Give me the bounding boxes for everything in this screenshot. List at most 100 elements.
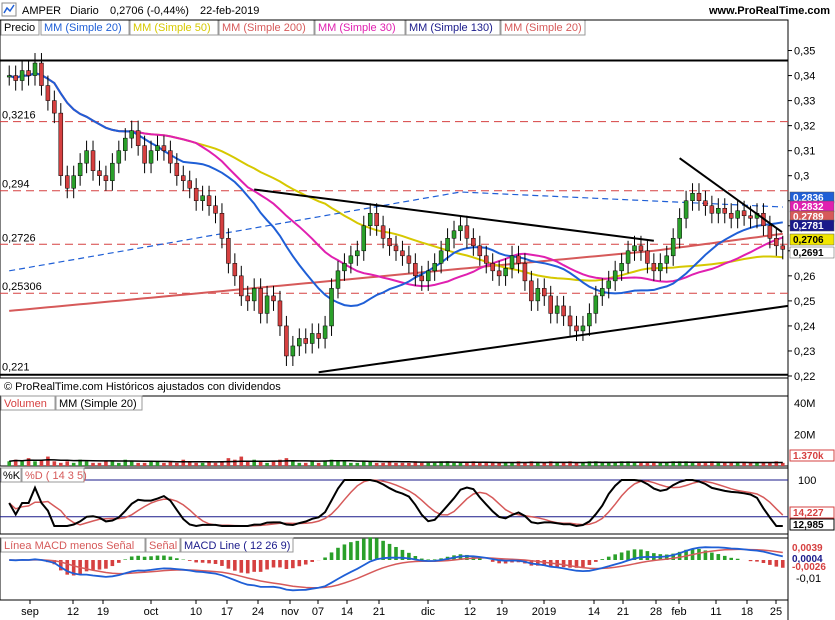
- macd-hist-bar: [110, 560, 115, 567]
- candle: [329, 288, 334, 327]
- volume-bar: [297, 462, 302, 466]
- macd-hist-bar: [104, 560, 108, 569]
- candle: [45, 85, 51, 101]
- price-badge-label: 0,2691: [793, 248, 824, 259]
- macd-hist-bar: [465, 554, 469, 560]
- volume-bar: [684, 461, 688, 466]
- price-tick-label: 0,34: [794, 71, 815, 83]
- candle: [342, 263, 347, 272]
- volume-bar: [581, 462, 585, 466]
- price-tick-label: 0,23: [794, 346, 815, 358]
- macd-hist-bar: [71, 560, 76, 576]
- volume-tick-label: 20M: [794, 430, 815, 442]
- macd-signal-line: [9, 548, 783, 589]
- volume-bar: [71, 462, 76, 466]
- header: AMPER Diario 0,2706 (-0,44%) 22-feb-2019…: [0, 0, 835, 20]
- volume-bar: [432, 462, 437, 466]
- candle: [58, 112, 64, 176]
- volume-bar: [291, 461, 295, 466]
- price-tick-label: 0,31: [794, 146, 815, 158]
- candle: [413, 263, 418, 277]
- volume-bar: [78, 459, 82, 466]
- legend-item-label: MM (Simple 20): [44, 22, 122, 34]
- volume-bar: [175, 462, 179, 466]
- volume-bar: [20, 461, 24, 466]
- macd-hist-bar: [677, 551, 682, 560]
- candle: [355, 250, 360, 257]
- macd-hist-bar: [645, 551, 650, 560]
- macd-hist-bar: [355, 540, 360, 560]
- macd-hist-bar: [626, 550, 630, 560]
- candle: [548, 295, 553, 314]
- volume-bar: [355, 462, 360, 466]
- macd-hist-bar: [394, 546, 398, 560]
- volume-bar: [652, 462, 656, 466]
- macd-hist-bar: [374, 538, 379, 560]
- ma200-line: [9, 232, 783, 312]
- volume-bar: [187, 461, 192, 466]
- volume-bar: [510, 462, 514, 466]
- macd-hist-bar: [780, 560, 785, 568]
- volume-bar: [697, 462, 701, 466]
- volume-bar: [123, 459, 128, 466]
- candle: [612, 270, 618, 282]
- candle: [625, 250, 631, 264]
- macd-hist-label: Línea MACD menos Señal: [4, 540, 134, 552]
- macd-frame: [0, 537, 789, 601]
- x-tick-label: 17: [221, 606, 233, 618]
- x-tick-label: nov: [281, 606, 299, 618]
- volume-bar: [207, 461, 211, 466]
- candle: [322, 325, 328, 339]
- candle: [77, 162, 83, 176]
- volume-bar: [200, 462, 205, 466]
- macd-signal-label: Señal: [149, 540, 177, 552]
- candle: [425, 270, 431, 282]
- macd-hist-bar: [239, 560, 244, 573]
- macd-hist-bar: [361, 538, 366, 560]
- macd-hist-bar: [432, 559, 437, 560]
- volume-bar: [400, 462, 405, 466]
- macd-hist-bar: [142, 556, 147, 560]
- macd-hist-bar: [284, 560, 289, 569]
- candle: [387, 238, 392, 247]
- macd-hist-bar: [600, 559, 605, 560]
- stoch-badge: [789, 518, 835, 531]
- macd-hist-bar: [175, 558, 179, 560]
- macd-hist-bar: [722, 555, 727, 560]
- volume-bar: [303, 462, 308, 466]
- volume-bar: [278, 459, 282, 466]
- volume-bar: [613, 462, 617, 466]
- candle: [6, 75, 12, 78]
- volume-bar: [155, 461, 160, 466]
- macd-hist-bar: [503, 560, 508, 564]
- candle: [39, 62, 44, 86]
- candle: [155, 145, 160, 151]
- candle: [516, 255, 521, 264]
- candle: [542, 288, 547, 297]
- macd-hist-bar: [226, 560, 231, 569]
- candle: [677, 218, 682, 239]
- candle: [303, 338, 309, 344]
- volume-bar: [52, 461, 57, 466]
- volume-bar: [419, 462, 424, 466]
- legend-item-label: MM (Simple 30): [318, 22, 396, 34]
- date: 22-feb-2019: [200, 5, 259, 17]
- price-tick-label: 0,25: [794, 296, 815, 308]
- macd-hist-bar: [323, 557, 327, 560]
- volume-bar: [413, 461, 418, 466]
- chart-icon-line: [3, 4, 15, 14]
- candle: [335, 270, 341, 289]
- candle: [406, 255, 412, 264]
- macd-hist-bar: [387, 543, 392, 560]
- macd-hist-bar: [729, 557, 734, 560]
- macd-hist-bar: [310, 560, 314, 562]
- volume-bar: [58, 462, 63, 466]
- candle: [245, 295, 250, 302]
- x-tick-label: 07: [312, 606, 324, 618]
- volume-bar: [664, 462, 669, 466]
- price-label: Precio: [4, 22, 35, 34]
- volume-bar: [490, 462, 495, 466]
- period: Diario: [70, 5, 99, 17]
